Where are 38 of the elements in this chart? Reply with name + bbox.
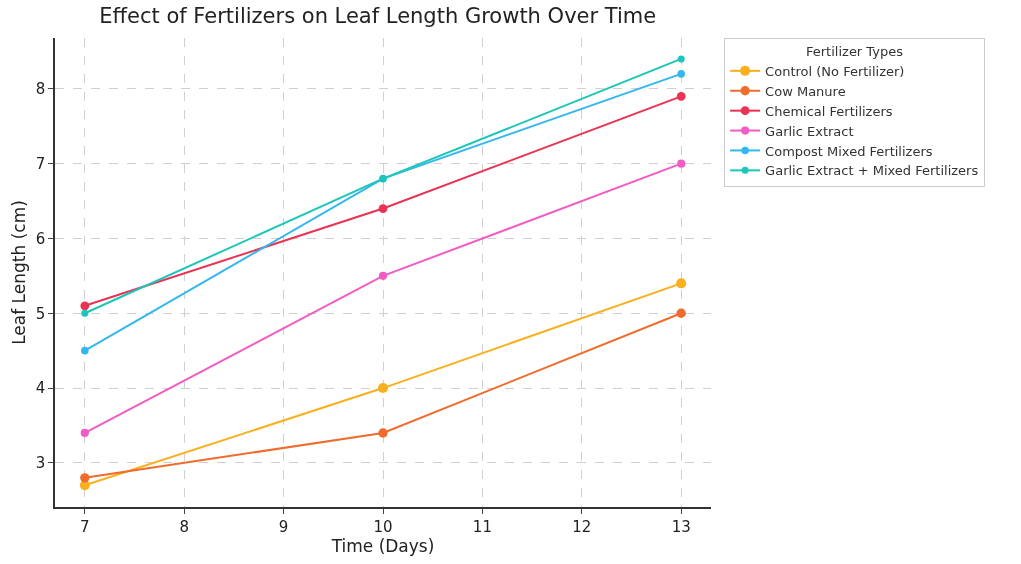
point	[676, 91, 686, 101]
point	[378, 204, 388, 213]
x-tick-label: 7	[80, 517, 90, 536]
x-tick-label: 13	[671, 517, 691, 536]
point	[80, 473, 90, 483]
point	[677, 70, 685, 78]
point	[378, 271, 388, 280]
x-tick-label: 9	[278, 517, 289, 536]
x-axis-title: Time (Days)	[330, 535, 435, 556]
y-axis-title: Leaf Length (cm)	[8, 200, 29, 345]
point	[80, 428, 89, 438]
legend-label: Cow Manure	[765, 83, 846, 99]
y-tick-label: 4	[35, 379, 46, 398]
y-tick-label: 8	[35, 80, 46, 99]
x-tick-label: 12	[572, 517, 592, 536]
legend-label: Garlic Extract	[765, 123, 854, 139]
legend-label: Garlic Extract + Mixed Fertilizers	[765, 163, 979, 179]
chart-title: Effect of Fertilizers on Leaf Length Growth Over Time	[99, 4, 657, 29]
legend-label: Compost Mixed Fertilizers	[765, 143, 933, 159]
point	[81, 346, 89, 355]
legend-title: Fertilizer Types	[806, 43, 904, 59]
legend-label: Control (No Fertilizer)	[765, 63, 905, 79]
point	[378, 383, 388, 394]
y-tick-label: 3	[35, 454, 46, 473]
point	[80, 301, 90, 311]
x-tick-label: 8	[179, 517, 189, 536]
y-tick-label: 6	[35, 229, 46, 248]
point	[676, 278, 687, 289]
point	[378, 428, 388, 438]
x-tick-label: 11	[472, 517, 492, 536]
legend-label: Chemical Fertilizers	[765, 103, 893, 119]
point	[676, 308, 686, 318]
y-tick-label: 7	[35, 154, 46, 173]
point	[677, 159, 686, 168]
x-tick-label: 10	[373, 517, 393, 536]
point	[677, 55, 685, 63]
point	[81, 309, 89, 317]
y-tick-label: 5	[35, 304, 46, 323]
